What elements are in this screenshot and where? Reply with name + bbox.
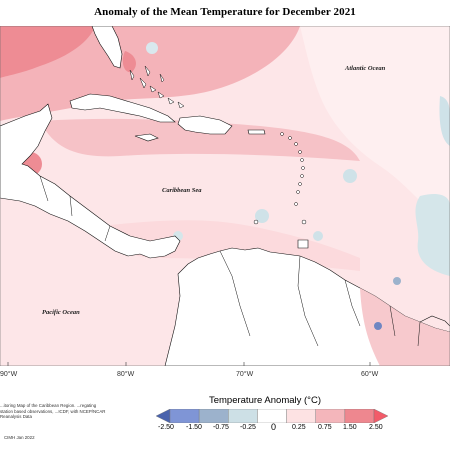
anomaly-zone-land-guianas <box>360 288 450 366</box>
longitude-ticks <box>7 362 371 366</box>
legend-swatch <box>344 409 375 423</box>
anomaly-zone-cool-east <box>415 194 450 276</box>
legend-colorbar <box>156 409 388 423</box>
anomaly-zone-warm-north <box>0 26 300 121</box>
longitude-label-80w: 80°W <box>117 371 135 378</box>
legend-swatch <box>169 409 200 423</box>
legend-label: 1.50 <box>343 424 357 431</box>
legend-swatch <box>286 409 316 423</box>
land-central-america <box>0 103 181 259</box>
label-atlantic-ocean: Atlantic Ocean <box>344 65 386 72</box>
longitude-label-90w: 90°W <box>0 371 18 378</box>
anomaly-zone-pale-east <box>300 26 450 226</box>
land-trinidad <box>297 239 309 249</box>
legend-swatch-high-end <box>373 409 388 423</box>
anomaly-zone-warm-northwest <box>0 26 95 78</box>
legend-swatch <box>315 409 346 423</box>
legend-label: 2.50 <box>369 424 383 431</box>
legend-label: 0.75 <box>318 424 332 431</box>
map-title: Anomaly of the Mean Temperature for Dece… <box>94 6 356 18</box>
legend-title: Temperature Anomaly (°C) <box>208 395 322 406</box>
longitude-label-70w: 70°W <box>236 371 254 378</box>
anomaly-spot-cool-lesser-antilles <box>255 209 269 223</box>
anomaly-zone-warm-belt <box>40 118 360 161</box>
anomaly-spot-cool-trinidad <box>313 231 323 241</box>
label-pacific-ocean: Pacific Ocean <box>42 309 80 316</box>
longitude-label-60w: 60°W <box>361 371 379 378</box>
anomaly-spot-cool-guyana <box>393 277 401 285</box>
land-borders-central-america <box>39 175 111 242</box>
legend-label: -0.25 <box>240 424 256 431</box>
land-florida <box>91 26 123 69</box>
legend-swatch <box>228 409 258 423</box>
legend-label: 0.25 <box>292 424 306 431</box>
land-jamaica <box>134 133 159 142</box>
anomaly-map: Atlantic Ocean Caribbean Sea Pacific Oce… <box>0 26 450 366</box>
land-puerto-rico <box>247 129 266 135</box>
legend-label: -0.75 <box>213 424 229 431</box>
legend-label: -2.50 <box>158 424 174 431</box>
map-credit: CIMH Jan 2022 <box>4 435 35 440</box>
anomaly-spot-cool-bahamas <box>146 42 158 54</box>
land-hispaniola <box>177 115 233 135</box>
anomaly-spot-cool-guiana-interior <box>374 322 382 330</box>
anomaly-zone-cool-northeast <box>439 96 450 146</box>
legend-swatch <box>198 409 229 423</box>
legend-label: -1.50 <box>186 424 202 431</box>
land-borders-south-america <box>219 250 421 347</box>
legend-swatch-low-end <box>156 409 171 423</box>
land-amazon-delta <box>419 315 450 327</box>
anomaly-spot-cool-islands <box>343 169 357 183</box>
legend-label: 0 <box>271 422 277 432</box>
label-caribbean-sea: Caribbean Sea <box>162 187 202 194</box>
land-cuba <box>69 93 176 123</box>
map-notes: ...itoring Map of the Caribbean Region. … <box>0 403 106 420</box>
anomaly-zone-warm-florida <box>122 51 136 73</box>
land-lesser-antilles <box>253 132 307 225</box>
legend-swatch <box>257 409 287 423</box>
land-bahamas <box>129 65 185 109</box>
